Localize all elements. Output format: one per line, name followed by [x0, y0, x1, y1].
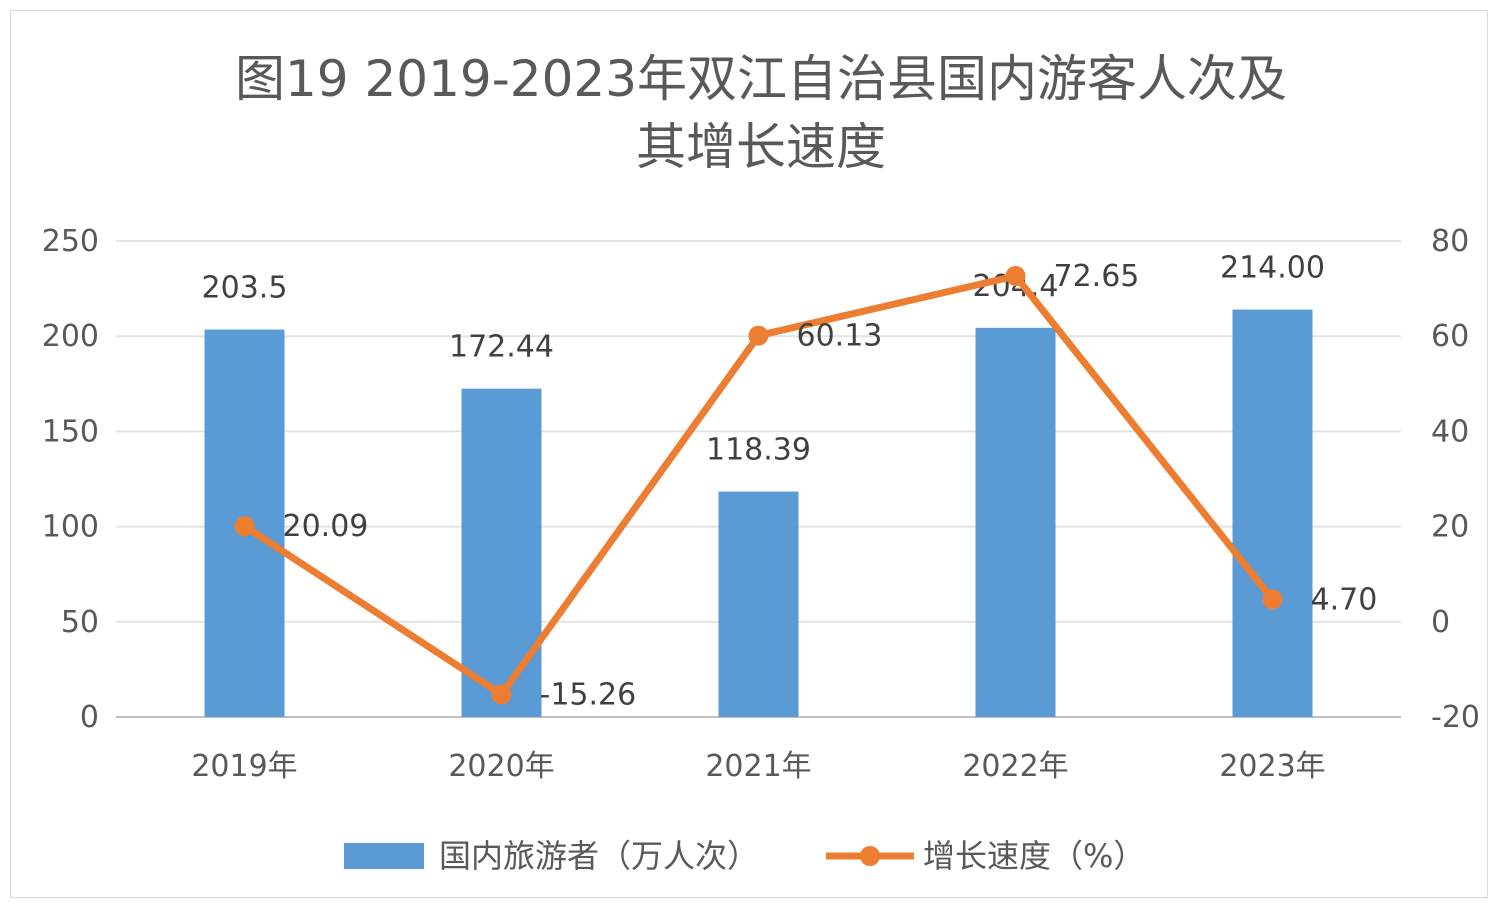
x-axis-tick-label: 2022年	[962, 749, 1068, 784]
right-axis-tick-label: 40	[1431, 414, 1469, 449]
right-axis-tick-label: 80	[1431, 224, 1469, 259]
line-marker	[1262, 589, 1283, 610]
right-y-axis: -20 0 20 40 60 80	[1431, 224, 1480, 735]
bar	[975, 327, 1056, 717]
line-data-label: -15.26	[540, 677, 637, 712]
x-axis-tick-label: 2023年	[1219, 749, 1325, 784]
line-data-label: 60.13	[797, 319, 883, 354]
legend: 国内旅游者（万人次） 增长速度（%）	[344, 837, 1145, 875]
left-axis-tick-label: 50	[61, 605, 99, 640]
x-axis-tick-label: 2020年	[448, 749, 554, 784]
bar	[718, 491, 799, 717]
line-marker	[234, 516, 255, 537]
x-axis-tick-label: 2021年	[705, 749, 811, 784]
right-axis-tick-label: -20	[1431, 700, 1480, 735]
line-marker	[748, 325, 769, 346]
line-data-label: 72.65	[1054, 259, 1140, 294]
chart-frame: 图19 2019-2023年双江自治县国内游客人次及 其增长速度 0 50 100 1…	[10, 10, 1488, 898]
combo-chart: 图19 2019-2023年双江自治县国内游客人次及 其增长速度 0 50 100 1…	[42, 50, 1480, 875]
line-data-label: 4.70	[1311, 582, 1378, 617]
chart-title: 图19 2019-2023年双江自治县国内游客人次及 其增长速度	[235, 50, 1287, 176]
bar-data-label: 172.44	[449, 330, 554, 365]
bar-data-label: 214.00	[1220, 251, 1325, 286]
bar	[1232, 309, 1313, 717]
legend-label-bar: 国内旅游者（万人次）	[439, 837, 759, 875]
legend-swatch-marker	[860, 846, 880, 866]
left-y-axis: 0 50 100 150 200 250	[42, 224, 99, 735]
bar-data-label: 118.39	[706, 433, 811, 468]
line-series: 20.09 -15.26 60.13 72.65 4.70	[234, 259, 1378, 712]
left-axis-tick-label: 250	[42, 224, 99, 259]
left-axis-tick-label: 100	[42, 510, 99, 545]
right-axis-tick-label: 0	[1431, 605, 1450, 640]
right-axis-tick-label: 20	[1431, 510, 1469, 545]
legend-swatch-bar	[344, 843, 424, 869]
left-axis-tick-label: 0	[80, 700, 99, 735]
chart-title-line-2: 其增长速度	[636, 118, 886, 176]
left-axis-tick-label: 150	[42, 414, 99, 449]
x-axis-tick-label: 2019年	[191, 749, 297, 784]
x-axis: 2019年 2020年 2021年 2022年 2023年	[191, 749, 1325, 784]
chart-title-line-1: 图19 2019-2023年双江自治县国内游客人次及	[235, 50, 1287, 108]
line-data-label: 20.09	[283, 509, 369, 544]
line-marker	[491, 684, 512, 705]
right-axis-tick-label: 60	[1431, 319, 1469, 354]
bar-data-label: 203.5	[202, 271, 288, 306]
legend-label-line: 增长速度（%）	[923, 837, 1145, 875]
bar	[461, 388, 542, 717]
line-marker	[1005, 265, 1026, 286]
left-axis-tick-label: 200	[42, 319, 99, 354]
